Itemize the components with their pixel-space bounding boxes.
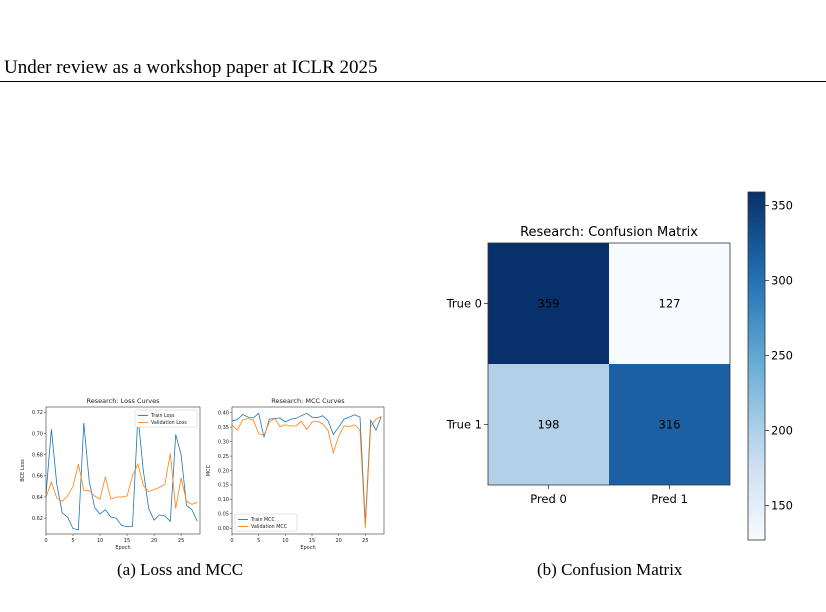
- y-tick-label: 0.25: [218, 454, 229, 460]
- column-label: Pred 0: [530, 492, 567, 506]
- cell-value-label: 198: [538, 418, 560, 432]
- chart-title: Research: MCC Curves: [271, 397, 345, 405]
- caption-a: (a) Loss and MCC: [117, 560, 244, 579]
- y-tick-label: 0.15: [218, 483, 229, 489]
- y-tick-label: 0.68: [32, 452, 43, 458]
- colorbar: [747, 191, 766, 541]
- cell-value-label: 316: [659, 418, 681, 432]
- x-tick-label: 20: [335, 538, 341, 544]
- x-tick-label: 0: [44, 538, 47, 544]
- row-label: True 1: [446, 418, 482, 432]
- series-line: [231, 412, 382, 524]
- cell-value-label: 127: [659, 297, 681, 311]
- matrix-cell: [609, 364, 730, 485]
- x-tick-label: 0: [230, 538, 233, 544]
- legend-entry: Validation MCC: [251, 524, 288, 530]
- matrix-cell: [488, 243, 609, 364]
- colorbar-tick-label: 250: [771, 349, 793, 363]
- x-tick-label: 25: [178, 538, 184, 544]
- legend-entry: Train Loss: [150, 413, 175, 419]
- y-tick-label: 0.70: [32, 431, 43, 437]
- series-line: [45, 415, 198, 531]
- x-tick-label: 5: [71, 538, 74, 544]
- x-tick-label: 10: [282, 538, 288, 544]
- colorbar-tick-label: 200: [771, 424, 793, 438]
- legend-entry: Train MCC: [250, 517, 276, 523]
- y-tick-label: 0.20: [218, 468, 229, 474]
- y-axis-label: BCE Loss: [20, 459, 26, 482]
- caption-b: (b) Confusion Matrix: [537, 560, 683, 579]
- y-axis-label: MCC: [206, 464, 212, 476]
- colorbar-tick-label: 150: [771, 499, 793, 513]
- chart-title: Research: Loss Curves: [87, 397, 161, 405]
- plot-frame: [45, 406, 201, 535]
- y-tick-label: 0.40: [218, 411, 229, 417]
- y-tick-label: 0.35: [218, 425, 229, 431]
- x-tick-label: 25: [362, 538, 368, 544]
- confusion-matrix-title: Research: Confusion Matrix: [520, 225, 698, 240]
- mcc-chart: Research: MCC Curves 0 5 10 15 20 25 0.00 0.05 0.…: [206, 397, 385, 551]
- matrix-cell: [488, 364, 609, 485]
- legend-box: [134, 409, 198, 428]
- page-header: Under review as a workshop paper at ICLR…: [4, 57, 378, 78]
- header-rule: [0, 81, 826, 82]
- y-tick-label: 0.66: [32, 474, 43, 480]
- matrix-frame: [487, 242, 731, 486]
- legend-box: [234, 513, 298, 532]
- cell-value-label: 359: [538, 297, 560, 311]
- x-axis-label: Epoch: [300, 545, 315, 551]
- y-tick-label: 0.62: [32, 516, 43, 522]
- matrix-cell: [609, 243, 730, 364]
- confusion-matrix-chart: Research: Confusion Matrix 359 127 198 316 Tr…: [446, 191, 793, 541]
- series-line: [45, 453, 198, 509]
- plot-frame: [231, 406, 385, 535]
- x-axis-label: Epoch: [115, 545, 130, 551]
- column-label: Pred 1: [651, 492, 688, 506]
- y-tick-label: 0.72: [32, 410, 43, 416]
- x-tick-label: 15: [309, 538, 315, 544]
- y-tick-label: 0.64: [32, 495, 43, 501]
- series-line: [231, 416, 382, 528]
- y-tick-label: 0.30: [218, 439, 229, 445]
- y-tick-label: 0.10: [218, 497, 229, 503]
- colorbar-tick-label: 350: [771, 199, 793, 213]
- colorbar-tick-label: 300: [771, 274, 793, 288]
- x-tick-label: 20: [151, 538, 157, 544]
- x-tick-label: 15: [124, 538, 130, 544]
- x-tick-label: 5: [257, 538, 260, 544]
- legend-entry: Validation Loss: [151, 420, 187, 426]
- y-tick-label: 0.05: [218, 512, 229, 518]
- loss-chart: Research: Loss Curves 0 5 10 15 20 25 0.62 0.64 0…: [20, 397, 201, 551]
- x-tick-label: 10: [97, 538, 103, 544]
- row-label: True 0: [446, 297, 482, 311]
- y-tick-label: 0.00: [218, 526, 229, 532]
